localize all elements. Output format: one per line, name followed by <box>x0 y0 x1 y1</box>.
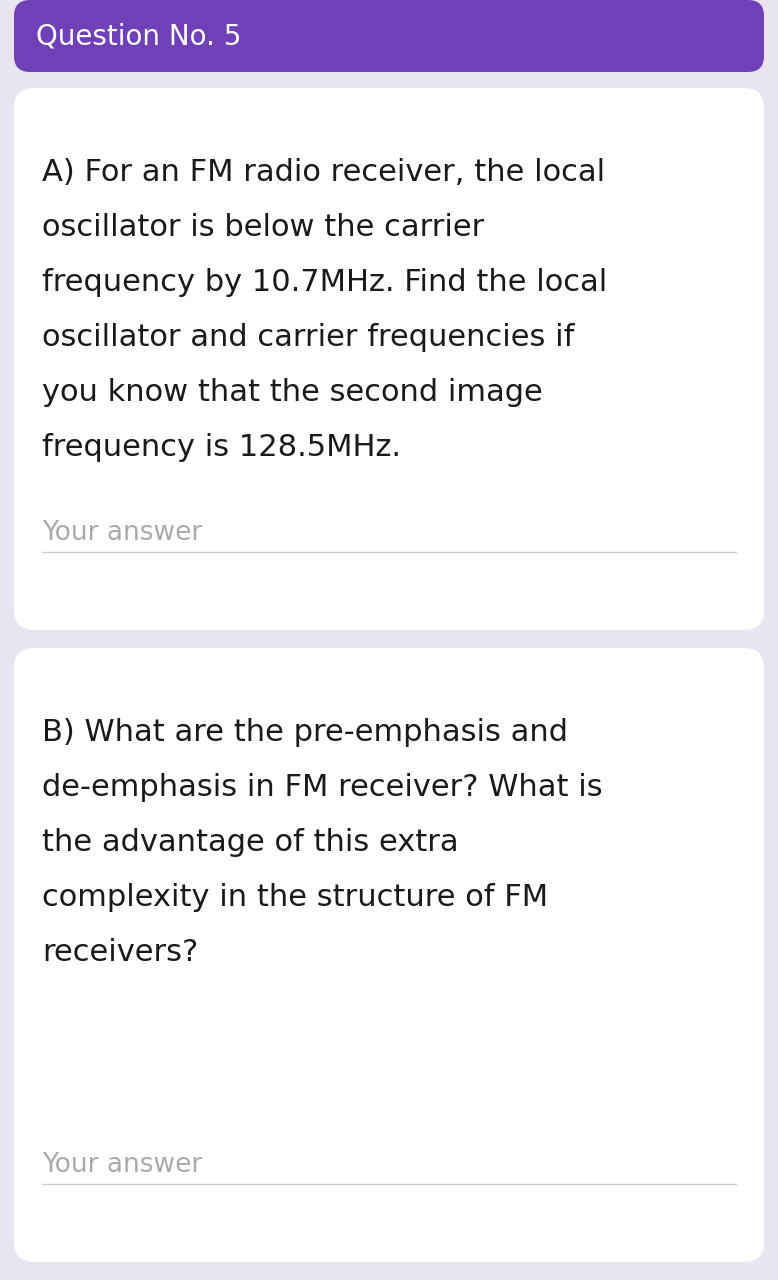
Text: oscillator is below the carrier: oscillator is below the carrier <box>42 212 484 242</box>
Text: you know that the second image: you know that the second image <box>42 378 543 407</box>
FancyBboxPatch shape <box>14 0 764 72</box>
Text: complexity in the structure of FM: complexity in the structure of FM <box>42 883 548 911</box>
Text: A) For an FM radio receiver, the local: A) For an FM radio receiver, the local <box>42 157 605 187</box>
Text: frequency is 128.5MHz.: frequency is 128.5MHz. <box>42 433 401 462</box>
Text: the advantage of this extra: the advantage of this extra <box>42 828 458 858</box>
Text: oscillator and carrier frequencies if: oscillator and carrier frequencies if <box>42 323 574 352</box>
FancyBboxPatch shape <box>14 648 764 1262</box>
Text: receivers?: receivers? <box>42 938 198 966</box>
FancyBboxPatch shape <box>14 88 764 630</box>
Text: de-emphasis in FM receiver? What is: de-emphasis in FM receiver? What is <box>42 773 603 803</box>
Text: B) What are the pre-emphasis and: B) What are the pre-emphasis and <box>42 718 568 748</box>
Text: Question No. 5: Question No. 5 <box>36 22 241 50</box>
Text: frequency by 10.7MHz. Find the local: frequency by 10.7MHz. Find the local <box>42 268 608 297</box>
Text: Your answer: Your answer <box>42 1152 202 1178</box>
Text: Your answer: Your answer <box>42 520 202 547</box>
